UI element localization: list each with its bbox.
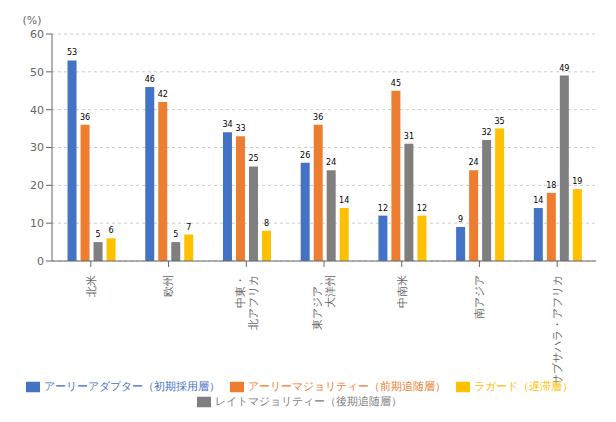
svg-text:19: 19 (572, 177, 582, 186)
svg-text:中南米: 中南米 (396, 275, 409, 308)
html-text:レイトマジョリティー（後期追随層）: レイトマジョリティー（後期追随層） (214, 395, 402, 408)
svg-text:5: 5 (95, 230, 100, 239)
svg-text:7: 7 (186, 223, 191, 232)
svg-text:35: 35 (495, 117, 505, 126)
svg-text:36: 36 (313, 113, 323, 122)
svg-text:34: 34 (222, 120, 232, 129)
svg-text:33: 33 (235, 124, 245, 133)
svg-text:50: 50 (30, 66, 44, 79)
svg-text:中東・北アフリカ: 中東・北アフリカ (234, 275, 260, 330)
svg-text:31: 31 (404, 132, 414, 141)
svg-text:14: 14 (339, 196, 349, 205)
svg-text:40: 40 (30, 104, 44, 117)
svg-text:欧州: 欧州 (162, 275, 175, 297)
svg-text:10: 10 (30, 217, 44, 230)
svg-text:32: 32 (482, 128, 492, 137)
svg-text:北米: 北米 (85, 275, 98, 297)
html-text:アーリーマジョリティー（前期追随層）: アーリーマジョリティー（前期追随層） (247, 380, 446, 393)
svg-text:26: 26 (300, 151, 310, 160)
svg-text:46: 46 (145, 75, 155, 84)
svg-text:42: 42 (158, 90, 168, 99)
svg-text:東アジア、大洋州: 東アジア、大洋州 (311, 275, 337, 330)
svg-text:12: 12 (417, 204, 427, 213)
svg-text:0: 0 (37, 255, 44, 268)
svg-text:8: 8 (264, 219, 269, 228)
svg-text:12: 12 (378, 204, 388, 213)
svg-text:18: 18 (546, 181, 556, 190)
svg-text:45: 45 (391, 79, 401, 88)
svg-text:60: 60 (30, 28, 44, 41)
svg-text:24: 24 (326, 158, 336, 167)
svg-text:(%): (%) (22, 14, 41, 27)
svg-text:30: 30 (30, 141, 44, 154)
svg-text:49: 49 (559, 64, 569, 73)
svg-text:6: 6 (108, 226, 113, 235)
svg-text:36: 36 (80, 113, 90, 122)
html-text:ラガード（遅滞層）: ラガード（遅滞層） (473, 380, 573, 393)
svg-text:53: 53 (67, 48, 77, 57)
svg-text:25: 25 (248, 154, 258, 163)
svg-text:5: 5 (173, 230, 178, 239)
svg-text:9: 9 (458, 215, 463, 224)
html-text:アーリーアダプター（初期採用層）: アーリーアダプター（初期採用層） (43, 380, 220, 393)
svg-text:20: 20 (30, 179, 44, 192)
svg-text:24: 24 (469, 158, 479, 167)
svg-text:サブサハラ・アフリカ: サブサハラ・アフリカ (551, 275, 564, 385)
svg-text:南アジア: 南アジア (473, 275, 486, 319)
svg-text:14: 14 (533, 196, 543, 205)
